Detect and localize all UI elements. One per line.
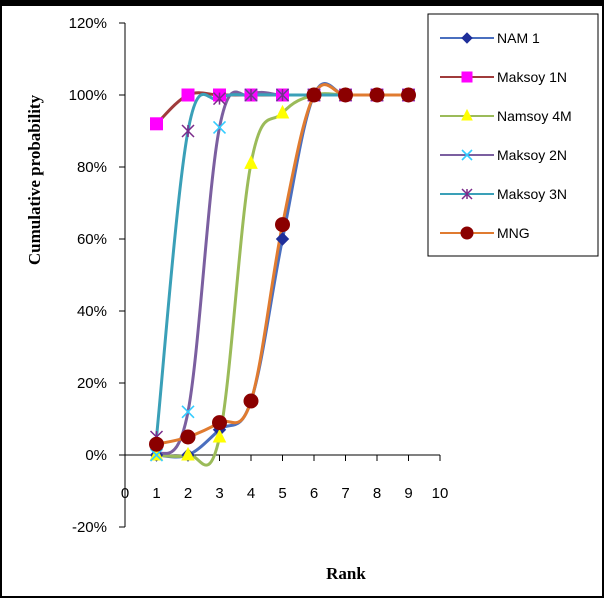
series-line-4 bbox=[155, 92, 409, 438]
data-point-5-7 bbox=[369, 87, 385, 103]
legend-label-4: Maksoy 3N bbox=[497, 186, 567, 202]
x-tick-label: 7 bbox=[341, 485, 349, 502]
y-tick-label: -20% bbox=[72, 519, 107, 536]
legend-label-2: Namsoy 4M bbox=[497, 108, 572, 124]
data-point-5-2 bbox=[212, 415, 227, 431]
series-line-2 bbox=[156, 92, 409, 467]
data-point-2-2 bbox=[212, 428, 227, 443]
y-tick-label: 0% bbox=[85, 447, 107, 464]
legend-label-0: NAM 1 bbox=[497, 30, 540, 46]
x-tick-label: 2 bbox=[184, 485, 192, 502]
data-point-5-0 bbox=[149, 436, 164, 452]
y-axis-title: Cumulative probability bbox=[25, 94, 44, 265]
series-markers bbox=[149, 86, 416, 462]
x-tick-label: 8 bbox=[373, 485, 381, 502]
x-tick-label: 9 bbox=[404, 485, 412, 502]
x-tick-label: 1 bbox=[152, 485, 160, 502]
y-tick-label: 80% bbox=[77, 159, 107, 176]
data-point-5-5 bbox=[306, 87, 322, 103]
series-line-0 bbox=[156, 82, 409, 459]
data-point-1-1 bbox=[181, 88, 195, 102]
data-point-3-1 bbox=[181, 405, 195, 419]
data-point-4-1 bbox=[181, 124, 195, 138]
legend-label-3: Maksoy 2N bbox=[497, 147, 567, 163]
data-point-4-2 bbox=[212, 92, 227, 106]
legend-marker-0 bbox=[461, 32, 473, 44]
data-point-2-4 bbox=[275, 104, 290, 119]
y-tick-label: 60% bbox=[77, 231, 107, 248]
data-point-0-4 bbox=[275, 232, 290, 246]
x-tick-label: 0 bbox=[121, 485, 129, 502]
x-tick-label: 4 bbox=[247, 485, 255, 502]
x-tick-label: 6 bbox=[310, 485, 318, 502]
x-tick-label: 10 bbox=[432, 485, 449, 502]
y-tick-label: 100% bbox=[69, 87, 107, 104]
data-point-3-0 bbox=[149, 448, 164, 462]
data-point-4-3 bbox=[244, 88, 258, 102]
x-tick-label: 5 bbox=[278, 485, 286, 502]
legend-marker-2 bbox=[461, 108, 473, 121]
data-point-1-0 bbox=[150, 117, 163, 131]
legend-label-1: Maksoy 1N bbox=[497, 69, 567, 85]
data-point-5-1 bbox=[180, 429, 196, 445]
legend-marker-4 bbox=[461, 188, 473, 200]
legend-marker-1 bbox=[461, 71, 473, 83]
legend-marker-3 bbox=[461, 149, 473, 161]
y-tick-label: 120% bbox=[69, 15, 107, 32]
data-point-5-4 bbox=[275, 217, 290, 233]
legend-box bbox=[427, 13, 599, 257]
legend-marker-5 bbox=[460, 226, 474, 240]
series-line-3 bbox=[155, 90, 409, 457]
data-point-2-3 bbox=[244, 155, 258, 169]
series-lines bbox=[155, 82, 409, 467]
data-point-2-1 bbox=[181, 446, 195, 461]
legend-label-5: MNG bbox=[497, 225, 530, 241]
series-line-5 bbox=[156, 83, 409, 446]
x-axis-title: Rank bbox=[326, 564, 366, 583]
y-tick-label: 20% bbox=[77, 375, 107, 392]
legend: NAM 1 Maksoy 1N Namsoy 4M Maksoy 2N Maksoy 3… bbox=[427, 13, 599, 257]
y-tick-label: 40% bbox=[77, 303, 107, 320]
data-point-4-4 bbox=[275, 88, 290, 102]
axes: -20% 0% 20% 40% 60% 80% 100% 120% 0 1 2 3 4 5 6 7 8 9 10 bbox=[69, 15, 449, 536]
data-point-5-3 bbox=[243, 393, 259, 409]
data-point-3-2 bbox=[212, 120, 227, 134]
data-point-5-8 bbox=[401, 87, 416, 103]
x-tick-label: 3 bbox=[215, 485, 223, 502]
data-point-5-6 bbox=[338, 87, 353, 103]
